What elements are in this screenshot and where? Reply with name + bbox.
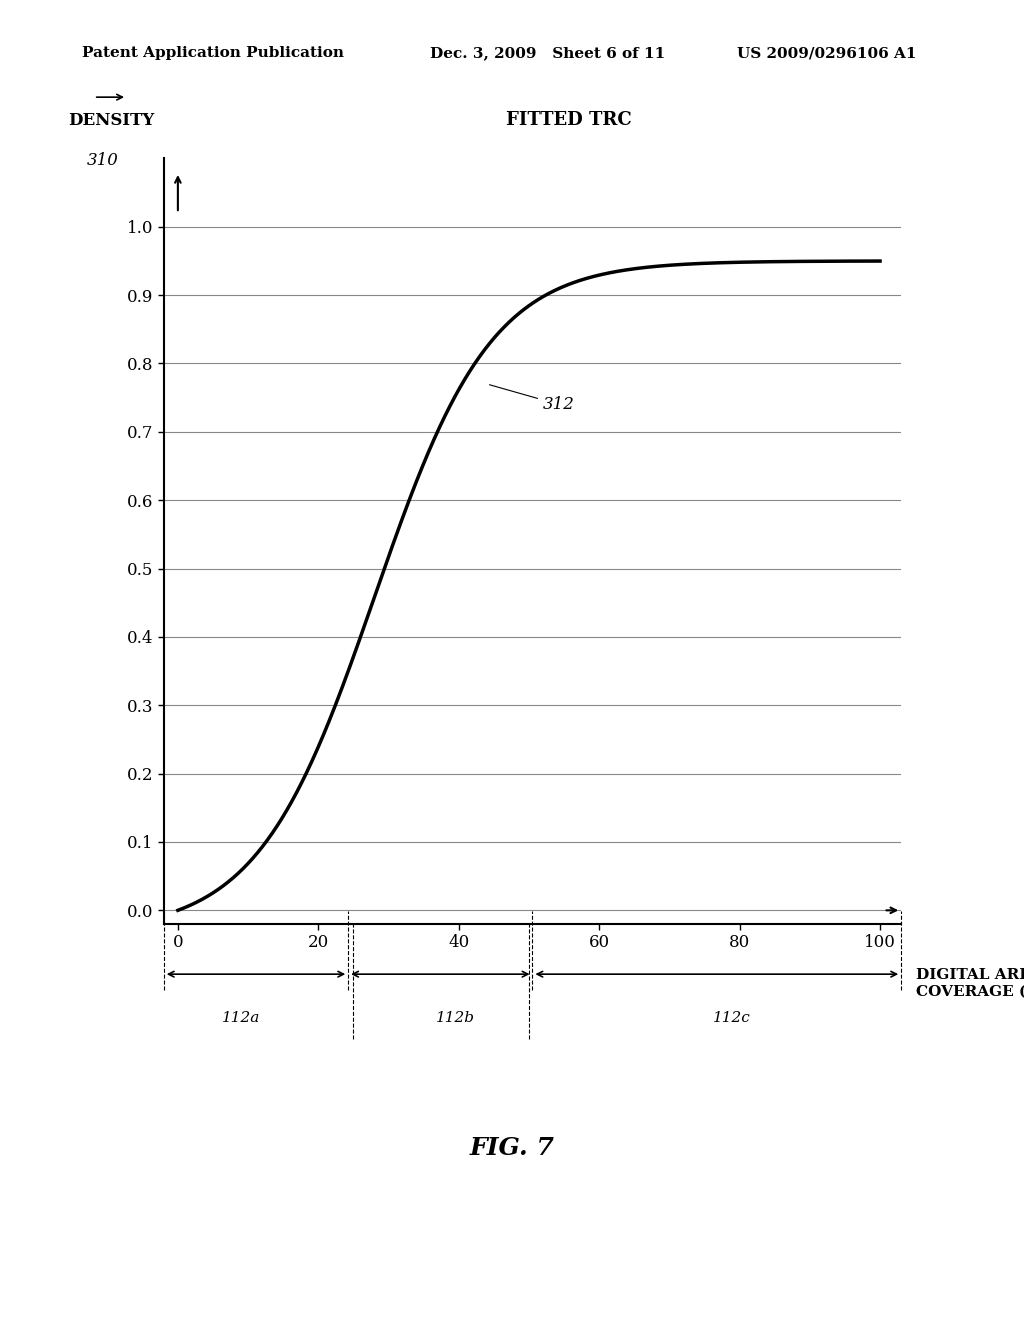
Text: DIGITAL AREA
COVERAGE (%): DIGITAL AREA COVERAGE (%)	[916, 969, 1024, 998]
Text: 312: 312	[489, 384, 574, 413]
Text: DENSITY: DENSITY	[68, 112, 155, 128]
Text: Dec. 3, 2009   Sheet 6 of 11: Dec. 3, 2009 Sheet 6 of 11	[430, 46, 666, 61]
Text: US 2009/0296106 A1: US 2009/0296106 A1	[737, 46, 916, 61]
Text: 310: 310	[87, 152, 119, 169]
Text: Patent Application Publication: Patent Application Publication	[82, 46, 344, 61]
Text: FITTED TRC: FITTED TRC	[507, 111, 632, 129]
Text: FIG. 7: FIG. 7	[470, 1137, 554, 1160]
Text: 112c: 112c	[713, 1011, 751, 1024]
Text: 112b: 112b	[435, 1011, 474, 1024]
Text: 112a: 112a	[222, 1011, 260, 1024]
